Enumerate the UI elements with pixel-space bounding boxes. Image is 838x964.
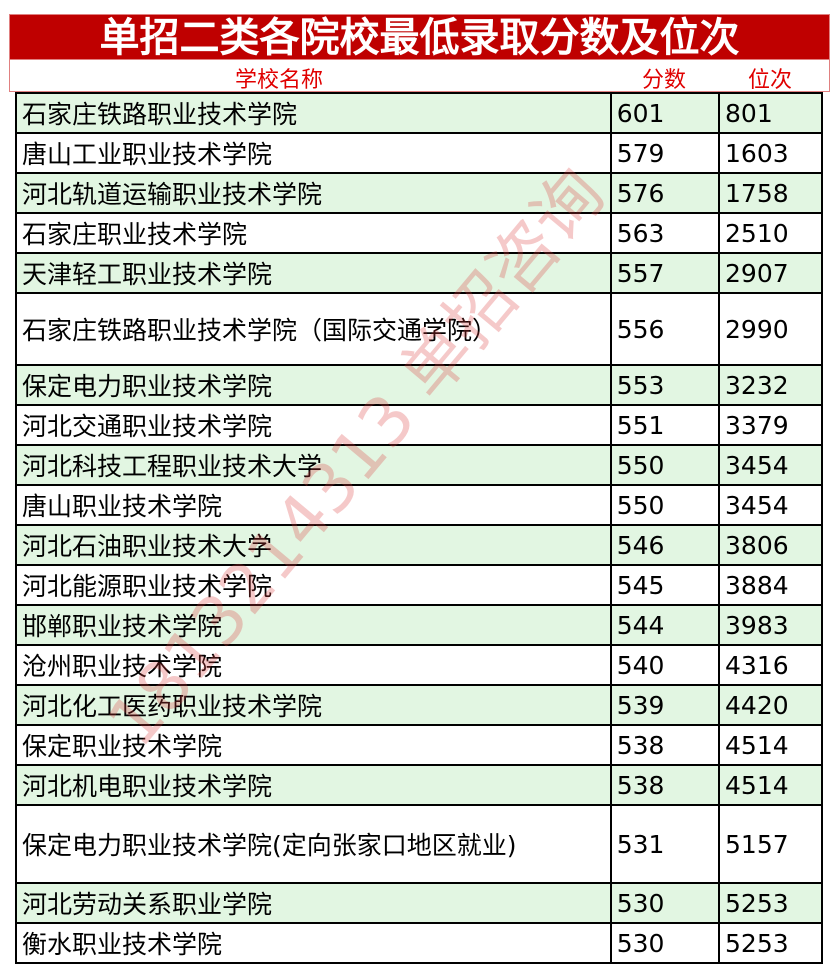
cell-name[interactable]: 河北石油职业技术大学 <box>15 524 612 566</box>
table-row: 邯郸职业技术学院 544 3983 <box>15 604 823 646</box>
cell-rank[interactable]: 4514 <box>718 724 823 766</box>
cell-name[interactable]: 石家庄铁路职业技术学院（国际交通学院） <box>15 292 612 366</box>
cell-name[interactable]: 河北轨道运输职业技术学院 <box>15 172 612 214</box>
cell-name[interactable]: 沧州职业技术学院 <box>15 644 612 686</box>
table-row: 河北石油职业技术大学 546 3806 <box>15 524 823 566</box>
cell-rank[interactable]: 3454 <box>718 484 823 526</box>
cell-rank[interactable]: 3884 <box>718 564 823 606</box>
table-row: 保定职业技术学院 538 4514 <box>15 724 823 766</box>
cell-rank[interactable]: 5253 <box>718 922 823 964</box>
cell-rank[interactable]: 3232 <box>718 364 823 406</box>
cell-name[interactable]: 保定职业技术学院 <box>15 724 612 766</box>
table-row: 衡水职业技术学院 530 5253 <box>15 922 823 964</box>
cell-rank[interactable]: 3983 <box>718 604 823 646</box>
table-row: 河北交通职业技术学院 551 3379 <box>15 404 823 446</box>
sheet-title: 单招二类各院校最低录取分数及位次 <box>9 14 830 61</box>
cell-rank[interactable]: 1603 <box>718 132 823 174</box>
table-row: 河北能源职业技术学院 545 3884 <box>15 564 823 606</box>
cell-score[interactable]: 539 <box>609 684 721 726</box>
table-row: 石家庄职业技术学院 563 2510 <box>15 212 823 254</box>
cell-score[interactable]: 550 <box>609 444 721 486</box>
cell-name[interactable]: 唐山职业技术学院 <box>15 484 612 526</box>
cell-name[interactable]: 石家庄铁路职业技术学院 <box>15 92 612 134</box>
cell-rank[interactable]: 3379 <box>718 404 823 446</box>
cell-rank[interactable]: 1758 <box>718 172 823 214</box>
header-name: 学校名称 <box>235 68 324 93</box>
cell-name[interactable]: 河北科技工程职业技术大学 <box>15 444 612 486</box>
cell-score[interactable]: 579 <box>609 132 721 174</box>
cell-name[interactable]: 石家庄职业技术学院 <box>15 212 612 254</box>
cell-score[interactable]: 545 <box>609 564 721 606</box>
table-row: 保定电力职业技术学院(定向张家口地区就业) 531 5157 <box>15 804 823 884</box>
cell-score[interactable]: 576 <box>609 172 721 214</box>
cell-name[interactable]: 河北化工医药职业技术学院 <box>15 684 612 726</box>
cell-name[interactable]: 邯郸职业技术学院 <box>15 604 612 646</box>
cell-score[interactable]: 530 <box>609 922 721 964</box>
cell-score[interactable]: 550 <box>609 484 721 526</box>
cell-name[interactable]: 河北能源职业技术学院 <box>15 564 612 606</box>
cell-score[interactable]: 530 <box>609 882 721 924</box>
cell-rank[interactable]: 5253 <box>718 882 823 924</box>
cell-rank[interactable]: 3454 <box>718 444 823 486</box>
table-row: 唐山工业职业技术学院 579 1603 <box>15 132 823 174</box>
cell-rank[interactable]: 4514 <box>718 764 823 806</box>
cell-name[interactable]: 保定电力职业技术学院 <box>15 364 612 406</box>
cell-score[interactable]: 553 <box>609 364 721 406</box>
table-row: 河北轨道运输职业技术学院 576 1758 <box>15 172 823 214</box>
cell-name[interactable]: 河北劳动关系职业学院 <box>15 882 612 924</box>
cell-score[interactable]: 546 <box>609 524 721 566</box>
header-row: 学校名称 分数 位次 <box>9 60 830 93</box>
cell-name[interactable]: 河北机电职业技术学院 <box>15 764 612 806</box>
table-row: 唐山职业技术学院 550 3454 <box>15 484 823 526</box>
table-row: 天津轻工职业技术学院 557 2907 <box>15 252 823 294</box>
cell-rank[interactable]: 801 <box>718 92 823 134</box>
table-row: 河北机电职业技术学院 538 4514 <box>15 764 823 806</box>
scores-table: 石家庄铁路职业技术学院 601 801 唐山工业职业技术学院 579 1603 河北轨道运输… <box>15 92 823 964</box>
table-row: 河北化工医药职业技术学院 539 4420 <box>15 684 823 726</box>
cell-rank[interactable]: 2990 <box>718 292 823 366</box>
cell-score[interactable]: 544 <box>609 604 721 646</box>
cell-rank[interactable]: 2510 <box>718 212 823 254</box>
cell-score[interactable]: 538 <box>609 724 721 766</box>
cell-score[interactable]: 551 <box>609 404 721 446</box>
cell-rank[interactable]: 3806 <box>718 524 823 566</box>
cell-score[interactable]: 538 <box>609 764 721 806</box>
cell-score[interactable]: 556 <box>609 292 721 366</box>
header-rank: 位次 <box>748 68 793 93</box>
table-row: 河北劳动关系职业学院 530 5253 <box>15 882 823 924</box>
cell-score[interactable]: 531 <box>609 804 721 884</box>
cell-rank[interactable]: 4420 <box>718 684 823 726</box>
cell-score[interactable]: 557 <box>609 252 721 294</box>
table-row: 保定电力职业技术学院 553 3232 <box>15 364 823 406</box>
cell-name[interactable]: 天津轻工职业技术学院 <box>15 252 612 294</box>
cell-name[interactable]: 唐山工业职业技术学院 <box>15 132 612 174</box>
cell-score[interactable]: 540 <box>609 644 721 686</box>
cell-name[interactable]: 河北交通职业技术学院 <box>15 404 612 446</box>
cell-name[interactable]: 保定电力职业技术学院(定向张家口地区就业) <box>15 804 612 884</box>
header-score: 分数 <box>642 68 687 93</box>
table-row: 石家庄铁路职业技术学院 601 801 <box>15 92 823 134</box>
cell-rank[interactable]: 2907 <box>718 252 823 294</box>
table-row: 河北科技工程职业技术大学 550 3454 <box>15 444 823 486</box>
cell-name[interactable]: 衡水职业技术学院 <box>15 922 612 964</box>
cell-rank[interactable]: 5157 <box>718 804 823 884</box>
cell-score[interactable]: 601 <box>609 92 721 134</box>
table-row: 石家庄铁路职业技术学院（国际交通学院） 556 2990 <box>15 292 823 366</box>
cell-rank[interactable]: 4316 <box>718 644 823 686</box>
cell-score[interactable]: 563 <box>609 212 721 254</box>
table-row: 沧州职业技术学院 540 4316 <box>15 644 823 686</box>
